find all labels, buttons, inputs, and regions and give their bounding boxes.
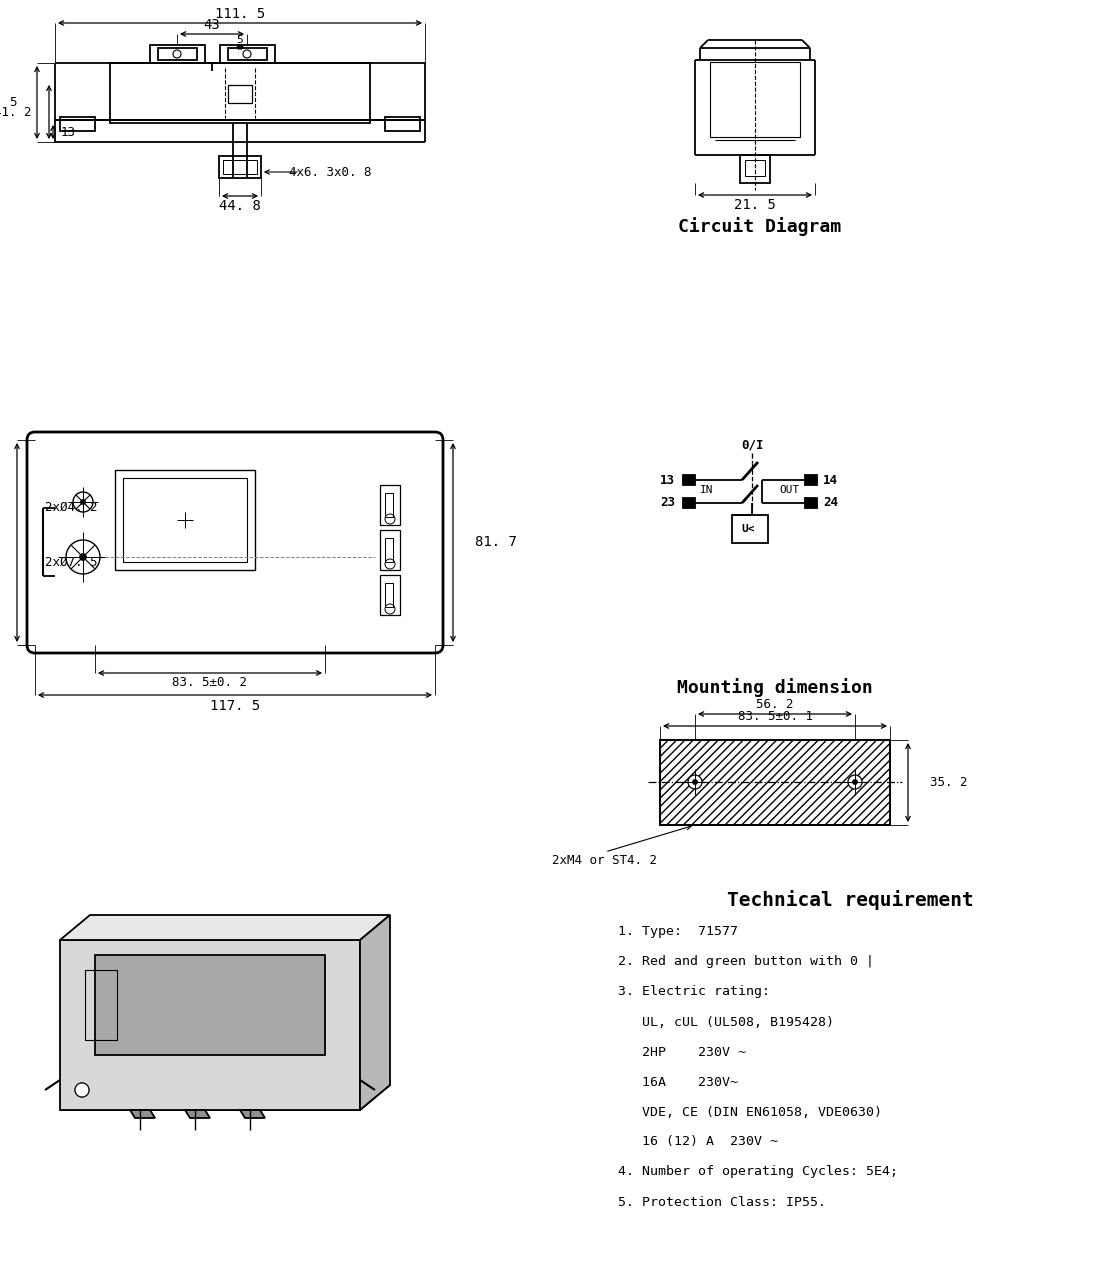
Polygon shape — [240, 1110, 265, 1117]
Text: 2xØ7. 5: 2xØ7. 5 — [45, 556, 97, 568]
Polygon shape — [360, 915, 389, 1110]
Text: 68. 5: 68. 5 — [0, 96, 18, 109]
Text: OUT: OUT — [780, 485, 800, 495]
Circle shape — [81, 500, 85, 504]
Text: 43: 43 — [203, 18, 220, 32]
Text: 4x6. 3x0. 8: 4x6. 3x0. 8 — [289, 165, 371, 178]
Bar — [110, 63, 370, 123]
Bar — [385, 582, 393, 607]
Bar — [740, 155, 770, 183]
Polygon shape — [130, 1110, 155, 1117]
Circle shape — [243, 50, 251, 58]
Circle shape — [385, 559, 395, 570]
Polygon shape — [95, 955, 325, 1055]
Text: 16 (12) A  230V ~: 16 (12) A 230V ~ — [618, 1135, 778, 1148]
Text: 2. Red and green button with 0 |: 2. Red and green button with 0 | — [618, 955, 874, 969]
Bar — [228, 84, 252, 102]
Bar — [219, 156, 261, 178]
Text: 2HP    230V ~: 2HP 230V ~ — [618, 1046, 746, 1059]
Polygon shape — [60, 915, 389, 940]
Text: 13: 13 — [660, 474, 675, 486]
Polygon shape — [185, 1110, 210, 1117]
Circle shape — [173, 50, 181, 58]
Bar — [732, 515, 768, 543]
Text: 13: 13 — [61, 125, 75, 138]
Text: 21. 5: 21. 5 — [734, 198, 776, 212]
Bar — [385, 538, 393, 562]
Text: 1. Type:  71577: 1. Type: 71577 — [618, 925, 738, 938]
Text: 111. 5: 111. 5 — [214, 6, 265, 20]
Circle shape — [853, 780, 857, 783]
Text: 56. 2: 56. 2 — [756, 699, 794, 712]
Text: 117. 5: 117. 5 — [210, 699, 260, 713]
FancyBboxPatch shape — [27, 431, 443, 653]
Text: 83. 5±0. 1: 83. 5±0. 1 — [737, 710, 813, 723]
Text: 23: 23 — [660, 497, 675, 509]
Bar — [660, 740, 891, 826]
Text: 5. Protection Class: IP55.: 5. Protection Class: IP55. — [618, 1196, 826, 1208]
Text: 44. 8: 44. 8 — [219, 198, 261, 212]
Bar — [683, 498, 695, 508]
Bar — [85, 970, 117, 1039]
Bar — [220, 45, 275, 63]
Text: 16A    230V~: 16A 230V~ — [618, 1075, 738, 1088]
Text: U<: U< — [742, 524, 755, 534]
Circle shape — [693, 780, 697, 783]
Bar — [385, 116, 420, 131]
Bar — [683, 475, 695, 485]
Bar — [158, 47, 197, 60]
Text: 35. 2: 35. 2 — [930, 776, 967, 788]
Bar — [385, 493, 393, 517]
Bar — [380, 530, 400, 570]
Text: 4. Number of operating Cycles: 5E4;: 4. Number of operating Cycles: 5E4; — [618, 1166, 898, 1179]
Circle shape — [848, 774, 862, 788]
Text: Circuit Diagram: Circuit Diagram — [678, 218, 841, 237]
Text: 81. 7: 81. 7 — [475, 535, 516, 549]
Polygon shape — [60, 940, 360, 1110]
Text: 24: 24 — [823, 497, 838, 509]
Bar — [123, 477, 247, 562]
Bar — [380, 575, 400, 614]
Bar — [150, 45, 205, 63]
Bar — [228, 47, 267, 60]
Circle shape — [75, 1083, 89, 1097]
Text: IN: IN — [700, 485, 713, 495]
Polygon shape — [60, 1085, 389, 1110]
Text: 41. 2: 41. 2 — [0, 105, 31, 119]
Bar — [60, 116, 95, 131]
Circle shape — [688, 774, 702, 788]
Circle shape — [73, 492, 93, 512]
Bar — [380, 485, 400, 525]
Text: 14: 14 — [823, 474, 838, 486]
Text: 5: 5 — [236, 35, 243, 45]
Bar — [710, 61, 800, 137]
Circle shape — [75, 1083, 89, 1097]
Text: 3. Electric rating:: 3. Electric rating: — [618, 986, 770, 998]
Bar — [223, 160, 257, 174]
Circle shape — [385, 604, 395, 614]
Bar — [115, 470, 255, 570]
Circle shape — [80, 554, 86, 561]
Circle shape — [66, 540, 100, 573]
Text: 2xØ4. 2: 2xØ4. 2 — [45, 500, 97, 513]
Text: Mounting dimension: Mounting dimension — [677, 678, 873, 698]
Text: 83. 5±0. 2: 83. 5±0. 2 — [173, 677, 247, 690]
Text: 2xM4 or ST4. 2: 2xM4 or ST4. 2 — [552, 854, 657, 867]
Text: UL, cUL (UL508, B195428): UL, cUL (UL508, B195428) — [618, 1015, 834, 1029]
Circle shape — [385, 515, 395, 524]
Bar — [805, 475, 817, 485]
Text: 0/I: 0/I — [741, 439, 764, 452]
Text: VDE, CE (DIN EN61058, VDE0630): VDE, CE (DIN EN61058, VDE0630) — [618, 1106, 882, 1119]
Bar — [745, 160, 765, 175]
Bar — [660, 740, 891, 826]
Bar — [805, 498, 817, 508]
Text: Technical requirement: Technical requirement — [726, 890, 974, 910]
